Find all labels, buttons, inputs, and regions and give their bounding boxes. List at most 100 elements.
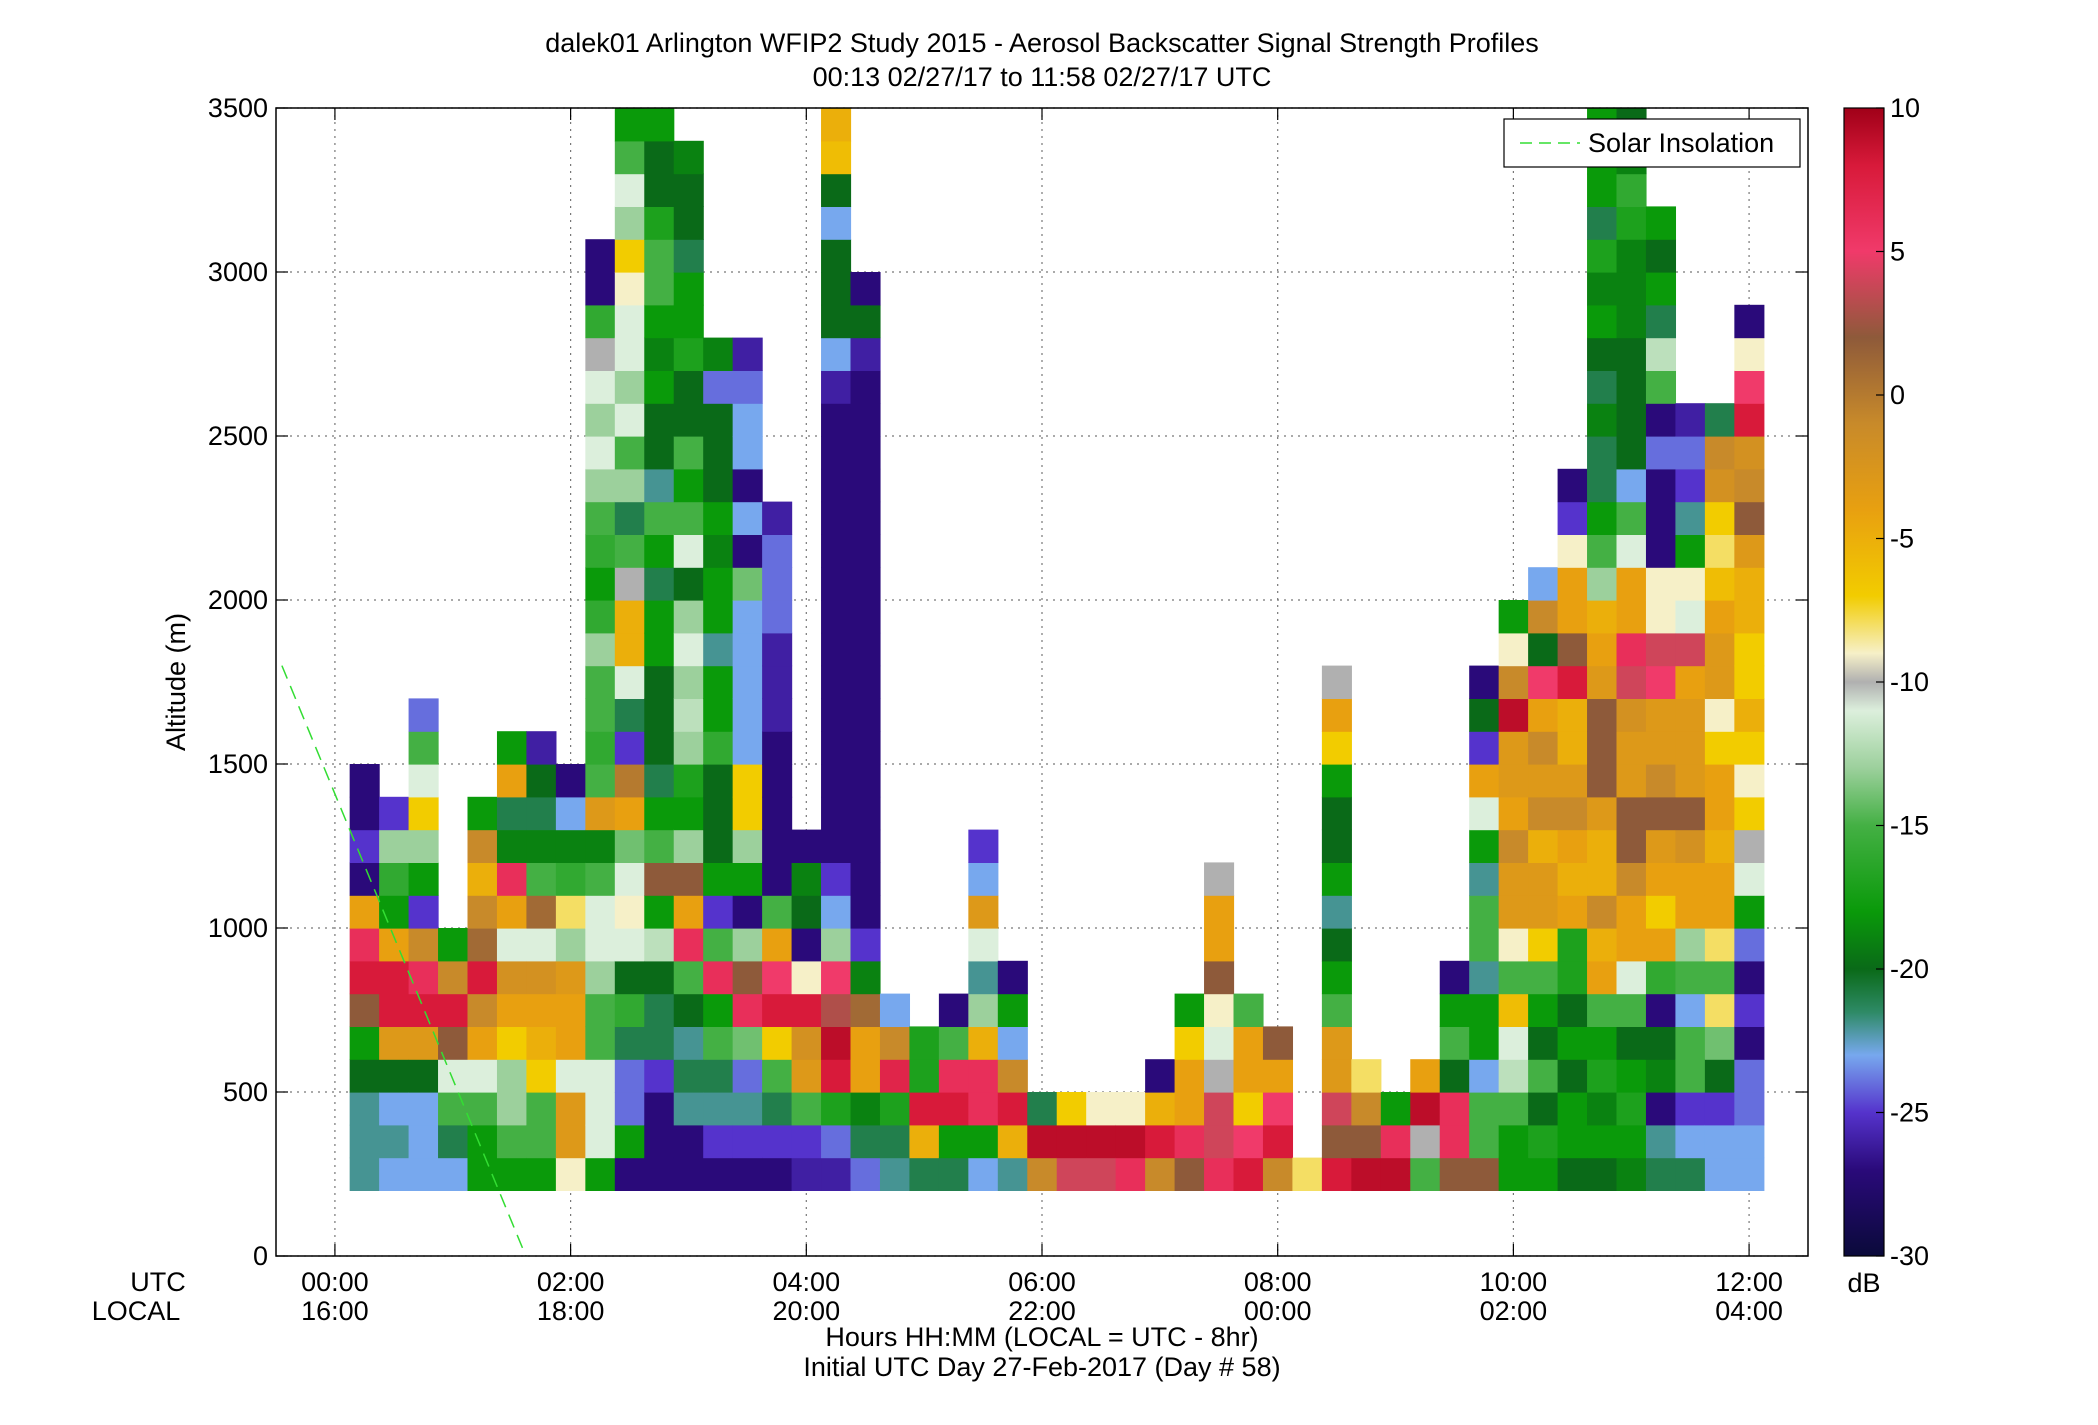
heatmap-cell: [615, 0, 645, 10]
x-axis-sublabel: Initial UTC Day 27-Feb-2017 (Day # 58): [803, 1352, 1280, 1382]
heatmap-cell: [1645, 1157, 1677, 1191]
heatmap-cell: [1469, 960, 1500, 995]
heatmap-cell: [526, 1157, 557, 1191]
heatmap-cell: [673, 764, 704, 798]
heatmap-cell: [1587, 600, 1618, 634]
heatmap-cell: [555, 862, 586, 896]
heatmap-cell: [850, 731, 881, 765]
colorbar-tick-label: -15: [1890, 811, 1929, 841]
heatmap-cell: [673, 665, 704, 699]
heatmap-cell: [614, 370, 645, 404]
heatmap-cell: [1557, 731, 1588, 765]
colorbar-ticks: 10 5 0 -5 -10 -15 -20 -25 -30: [1876, 93, 1929, 1271]
heatmap-cell: [614, 829, 645, 863]
heatmap-cell: [1321, 698, 1352, 732]
heatmap-cell: [1321, 731, 1352, 765]
heatmap-cell: [1086, 1124, 1117, 1159]
heatmap-cell: [1351, 1092, 1382, 1126]
heatmap-cell: [1734, 501, 1765, 535]
heatmap-cell: [1204, 1059, 1235, 1093]
x-tick-label-utc: 10:00: [1480, 1267, 1548, 1297]
heatmap-cell: [526, 1124, 557, 1159]
heatmap-cell: [850, 960, 881, 995]
heatmap-cell: [1528, 665, 1559, 699]
heatmap-cell: [673, 567, 704, 601]
heatmap-cell: [526, 1026, 557, 1060]
heatmap-cell: [703, 796, 734, 831]
heatmap-cell: [526, 993, 557, 1027]
x-axis-label: Hours HH:MM (LOCAL = UTC - 8hr): [825, 1322, 1258, 1352]
heatmap-cell: [673, 534, 704, 568]
heatmap-cell: [879, 1124, 911, 1159]
heatmap-cell: [644, 1026, 675, 1060]
heatmap-cell: [1528, 796, 1559, 831]
heatmap-cell: [879, 1157, 911, 1191]
heatmap-cell: [1616, 731, 1647, 765]
heatmap-cell: [1145, 1124, 1176, 1159]
heatmap-cell: [850, 829, 881, 863]
heatmap-cell: [555, 764, 586, 798]
y-tick-label: 0: [253, 1241, 268, 1271]
heatmap-cell: [614, 1092, 645, 1126]
heatmap-cell: [1704, 829, 1735, 863]
heatmap-cell: [438, 928, 469, 962]
heatmap-cell: [1645, 796, 1677, 831]
heatmap-cell: [879, 1092, 911, 1126]
heatmap-cell: [1734, 665, 1765, 699]
heatmap-cell: [526, 895, 557, 929]
heatmap-cell: [673, 370, 704, 404]
heatmap-cell: [1145, 1092, 1176, 1126]
heatmap-cell: [467, 829, 498, 863]
heatmap-cell: [1704, 468, 1735, 503]
heatmap-cell: [1645, 731, 1677, 765]
heatmap-cell: [1704, 1059, 1735, 1093]
heatmap-cell: [673, 1059, 704, 1093]
heatmap-cell: [526, 764, 557, 798]
heatmap-cell: [408, 731, 439, 765]
heatmap-cell: [762, 665, 793, 699]
heatmap-cell: [614, 239, 645, 273]
heatmap-cell: [703, 370, 734, 404]
heatmap-cell: [1616, 337, 1647, 371]
heatmap-cell: [614, 468, 645, 503]
heatmap-cell: [673, 239, 704, 273]
heatmap-cell: [1321, 993, 1352, 1027]
x-tick-label-local: 16:00: [301, 1296, 369, 1326]
heatmap-cell: [467, 928, 498, 962]
heatmap-cell: [1086, 1157, 1117, 1191]
heatmap-cell: [703, 567, 734, 601]
heatmap-cell: [1439, 1124, 1470, 1159]
heatmap-cell: [1233, 1059, 1264, 1093]
heatmap-cell: [1174, 1124, 1205, 1159]
heatmap-cell: [585, 731, 616, 765]
heatmap-cell: [1704, 764, 1735, 798]
heatmap-cell: [438, 960, 469, 995]
heatmap-cell: [850, 993, 881, 1027]
heatmap-cell: [1734, 337, 1765, 371]
x-tick-label-utc: 02:00: [537, 1267, 605, 1297]
heatmap-cell: [644, 206, 675, 240]
heatmap-cell: [1616, 862, 1647, 896]
heatmap-cell: [821, 895, 852, 929]
heatmap-cell: [1498, 665, 1529, 699]
heatmap-cell: [1498, 993, 1529, 1027]
heatmap-cell: [349, 895, 380, 929]
heatmap-cell: [673, 436, 704, 470]
heatmap-cell: [732, 862, 763, 896]
heatmap-cell: [1469, 698, 1500, 732]
heatmap-cell: [614, 928, 645, 962]
heatmap-cell: [703, 436, 734, 470]
heatmap-cell: [762, 1026, 793, 1060]
heatmap-cell: [644, 796, 675, 831]
x-tick-label-local: 22:00: [1008, 1296, 1076, 1326]
heatmap-cell: [379, 796, 410, 831]
heatmap-cell: [644, 600, 675, 634]
heatmap-cell: [1469, 1092, 1500, 1126]
heatmap-cell: [644, 140, 675, 175]
heatmap-cell: [1528, 731, 1559, 765]
heatmap-cell: [555, 1124, 586, 1159]
heatmap-cell: [1528, 1059, 1559, 1093]
heatmap-cell: [762, 862, 793, 896]
heatmap-cell: [732, 895, 763, 929]
heatmap-cell: [1498, 1059, 1529, 1093]
